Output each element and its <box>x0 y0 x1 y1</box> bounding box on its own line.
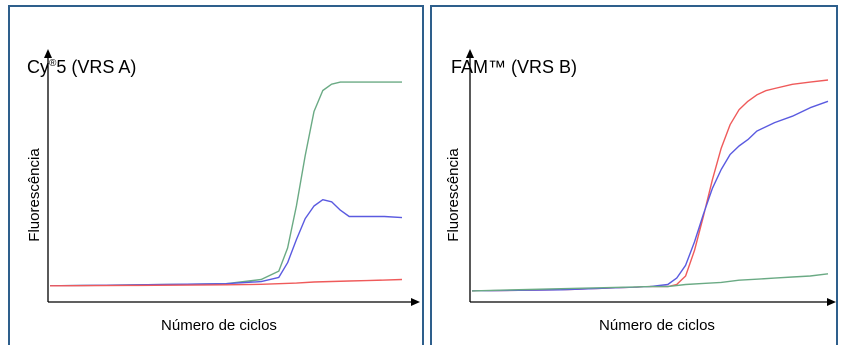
chart-panel-cy5: Cy®5 (VRS A) Fluorescência Número de cic… <box>8 5 424 345</box>
x-axis-label: Número de ciclos <box>161 317 277 334</box>
x-axis-arrow <box>411 298 420 306</box>
y-axis-label: Fluorescência <box>445 148 462 242</box>
series-line-2 <box>471 273 829 292</box>
chart-title: Cy®5 (VRS A) <box>27 57 136 77</box>
chart-panel-fam: FAM™ (VRS B) Fluorescência Número de cic… <box>430 5 838 345</box>
x-axis-arrow <box>827 298 836 306</box>
series-line-0 <box>471 79 829 292</box>
y-axis-arrow <box>44 49 52 58</box>
chart-cy5: Cy®5 (VRS A) Fluorescência Número de cic… <box>26 49 420 334</box>
y-axis-label: Fluorescência <box>26 148 43 242</box>
x-axis-label: Número de ciclos <box>599 317 715 334</box>
series-line-0 <box>49 81 402 287</box>
series-line-2 <box>49 278 403 287</box>
series-line-1 <box>49 198 403 287</box>
chart-title: FAM™ (VRS B) <box>451 57 577 77</box>
y-axis-arrow <box>466 49 474 58</box>
series-line-1 <box>471 100 829 292</box>
chart-fam: FAM™ (VRS B) Fluorescência Número de cic… <box>445 49 836 334</box>
